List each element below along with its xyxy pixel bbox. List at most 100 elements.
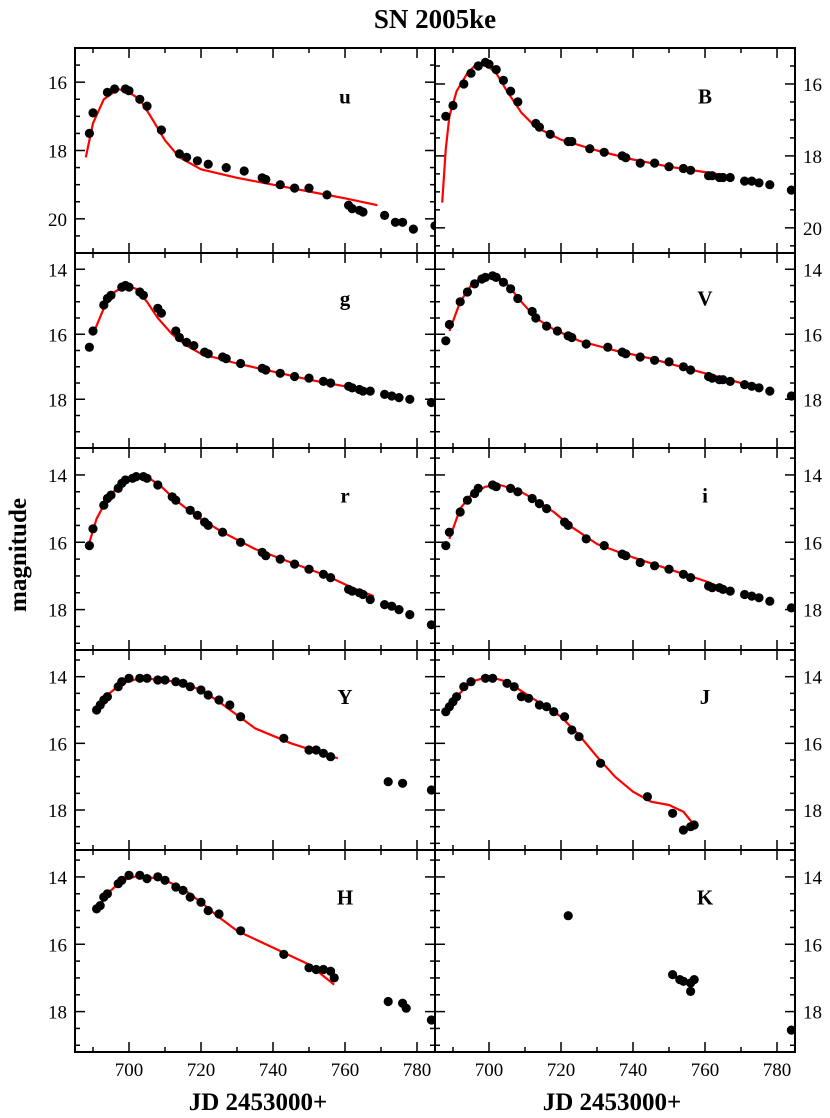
data-point bbox=[678, 163, 689, 174]
data-point bbox=[786, 391, 795, 401]
data-point bbox=[408, 224, 418, 234]
y-tick-label: 14 bbox=[48, 466, 68, 487]
data-point bbox=[426, 397, 435, 408]
panel-V: 14 16 18 V bbox=[434, 252, 823, 449]
data-point bbox=[740, 176, 750, 186]
data-point bbox=[142, 473, 152, 483]
data-point bbox=[380, 210, 390, 220]
data-point bbox=[603, 342, 613, 352]
data-point bbox=[459, 682, 469, 692]
data-point bbox=[650, 561, 660, 571]
data-point bbox=[102, 87, 112, 97]
x-tick-label: 780 bbox=[403, 1060, 432, 1081]
x-tick-label: 740 bbox=[619, 1060, 648, 1081]
data-point bbox=[718, 375, 728, 385]
data-point bbox=[678, 825, 689, 835]
data-point bbox=[142, 874, 152, 884]
data-point bbox=[509, 682, 519, 692]
data-point bbox=[174, 149, 184, 159]
y-tick-label: 16 bbox=[48, 533, 67, 554]
data-point bbox=[531, 313, 541, 323]
data-point bbox=[106, 290, 116, 300]
y-tick-label: 18 bbox=[803, 801, 822, 822]
data-point bbox=[585, 144, 595, 154]
data-point bbox=[473, 483, 483, 493]
data-point bbox=[95, 901, 105, 911]
data-point bbox=[664, 564, 674, 574]
y-tick-label: 14 bbox=[48, 868, 68, 889]
data-point bbox=[196, 685, 206, 695]
data-point bbox=[725, 586, 735, 596]
data-point bbox=[426, 620, 435, 630]
data-point bbox=[236, 537, 246, 547]
panel-H: 14 16 18 700 720 740 760 780 H bbox=[48, 849, 436, 1081]
data-point bbox=[441, 111, 451, 121]
data-point bbox=[574, 732, 584, 742]
data-point bbox=[358, 207, 368, 217]
data-point bbox=[275, 180, 285, 190]
panel-K: 14 16 18 700 720 740 760 780 K bbox=[434, 849, 823, 1081]
y-tick-label: 16 bbox=[803, 325, 822, 346]
data-point bbox=[686, 573, 696, 583]
data-point bbox=[135, 673, 145, 683]
data-point bbox=[189, 341, 199, 351]
y-tick-label: 16 bbox=[48, 73, 67, 94]
data-point bbox=[182, 152, 192, 162]
data-point bbox=[542, 504, 552, 514]
data-point bbox=[142, 101, 152, 111]
data-point bbox=[322, 190, 332, 200]
data-point bbox=[635, 158, 645, 168]
data-point bbox=[160, 675, 170, 685]
data-point bbox=[707, 373, 717, 383]
data-point bbox=[635, 352, 645, 362]
data-point bbox=[563, 911, 573, 921]
x-axis-label-left: JD 2453000+ bbox=[189, 1089, 328, 1116]
data-point bbox=[304, 183, 314, 193]
data-point bbox=[84, 128, 94, 138]
data-point bbox=[398, 778, 408, 788]
x-tick-label: 780 bbox=[763, 1060, 792, 1081]
data-point bbox=[567, 725, 577, 735]
data-point bbox=[347, 204, 357, 214]
data-point bbox=[203, 690, 213, 700]
data-point bbox=[686, 365, 696, 375]
data-point bbox=[401, 1003, 411, 1013]
y-axis-label: magnitude bbox=[5, 498, 32, 612]
data-point bbox=[650, 355, 660, 365]
y-tick-label: 20 bbox=[48, 210, 67, 231]
fit-curve-g bbox=[91, 284, 371, 391]
data-point bbox=[318, 964, 328, 975]
data-point bbox=[491, 272, 501, 282]
data-point bbox=[102, 692, 112, 702]
data-point bbox=[405, 610, 415, 620]
data-point bbox=[178, 885, 188, 896]
y-tick-label: 16 bbox=[803, 533, 822, 554]
band-label-V: V bbox=[697, 287, 712, 311]
data-point bbox=[689, 820, 699, 830]
data-point bbox=[786, 1025, 795, 1035]
y-tick-label: 14 bbox=[803, 260, 823, 281]
data-point bbox=[131, 472, 141, 482]
panel-i: 14 16 18 i bbox=[434, 447, 823, 651]
data-point bbox=[124, 282, 134, 292]
band-label-g: g bbox=[340, 287, 351, 311]
data-point bbox=[124, 86, 134, 96]
x-tick-label: 720 bbox=[187, 1060, 216, 1081]
data-point bbox=[549, 707, 559, 717]
data-point bbox=[725, 376, 735, 386]
band-label-B: B bbox=[698, 84, 712, 108]
data-point bbox=[387, 391, 397, 401]
data-point bbox=[275, 554, 285, 564]
fit-curve-Y bbox=[95, 677, 339, 760]
data-point bbox=[383, 996, 393, 1007]
data-point bbox=[117, 875, 127, 885]
data-point bbox=[135, 870, 145, 880]
data-point bbox=[642, 792, 653, 802]
y-tick-label: 14 bbox=[48, 668, 68, 689]
data-point bbox=[596, 758, 606, 768]
y-tick-label: 18 bbox=[48, 801, 67, 822]
data-point bbox=[650, 158, 660, 168]
data-point bbox=[426, 785, 435, 795]
data-point bbox=[329, 973, 339, 983]
data-point bbox=[398, 217, 408, 227]
